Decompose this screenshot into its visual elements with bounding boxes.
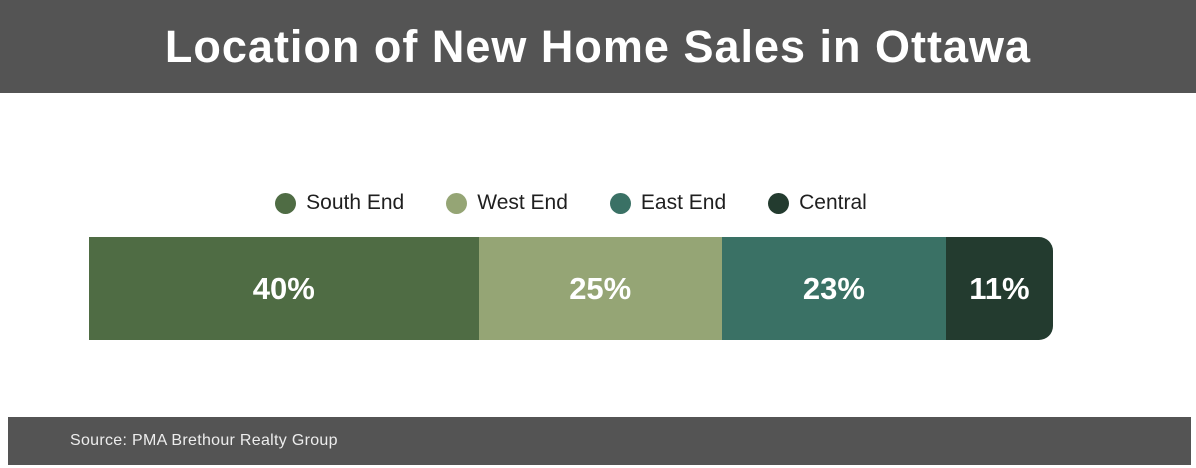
page-title: Location of New Home Sales in Ottawa xyxy=(164,20,1032,72)
legend-dot-east-end xyxy=(609,192,631,214)
legend-label: Central xyxy=(799,191,867,214)
bar-segment-central: 11% xyxy=(945,237,1053,340)
bar-segment-east-end: 23% xyxy=(721,237,946,340)
legend-label: East End xyxy=(640,191,727,214)
legend-item-south-end: South End xyxy=(275,191,404,215)
legend-item-central: Central xyxy=(768,191,867,215)
chart-legend: South End West End East End Central xyxy=(89,188,1053,218)
title-banner: Location of New Home Sales in Ottawa xyxy=(0,0,1196,93)
legend-dot-west-end xyxy=(446,192,468,214)
legend-item-east-end: East End xyxy=(609,191,727,215)
stacked-bar: 40% 25% 23% 11% xyxy=(89,237,1053,340)
bar-value-label: 23% xyxy=(802,270,865,306)
bar-value-label: 40% xyxy=(252,270,315,306)
bar-value-label: 11% xyxy=(969,270,1030,306)
legend-label: South End xyxy=(306,191,405,214)
legend-item-west-end: West End xyxy=(446,191,568,215)
legend-label: West End xyxy=(477,191,568,214)
source-credit: Source: PMA Brethour Realty Group xyxy=(70,432,338,449)
bar-value-label: 25% xyxy=(569,270,632,306)
bar-segment-west-end: 25% xyxy=(478,237,722,340)
bar-segment-south-end: 40% xyxy=(89,237,479,340)
legend-dot-central xyxy=(768,192,790,214)
legend-dot-south-end xyxy=(275,192,297,214)
source-banner: Source: PMA Brethour Realty Group xyxy=(8,417,1191,465)
